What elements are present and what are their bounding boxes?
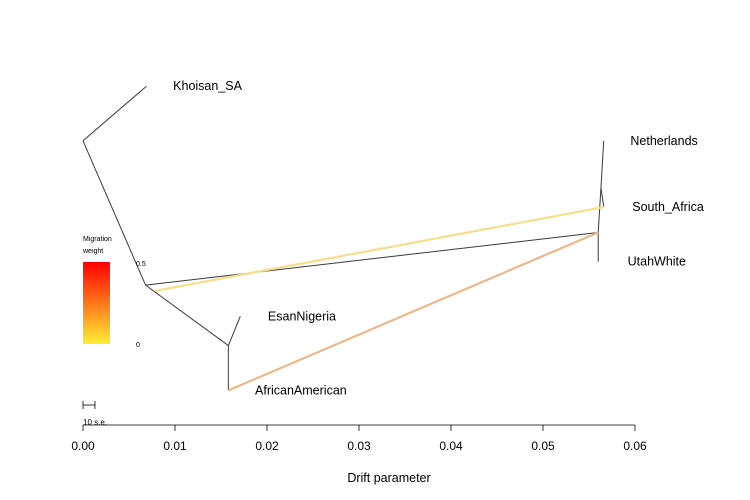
- legend-title-line2: weight: [82, 248, 103, 255]
- x-axis: 0.00 0.01 0.02 0.03 0.04 0.05 0.06 Drift param…: [71, 424, 647, 485]
- taxon-labels: Khoisan_SA EsanNigeria AfricanAmerican Neth…: [173, 79, 704, 397]
- migration-edge-1: [154, 206, 604, 293]
- tree-edge-n_eu-n_sa: [597, 187, 602, 233]
- x-ticks: 0.00 0.01 0.02 0.03 0.04 0.05 0.06: [71, 425, 647, 453]
- migration-edges: [154, 206, 604, 392]
- scale-bar: 10 s.e.: [82, 401, 107, 427]
- tree-edge-root-khoisan: [82, 85, 147, 142]
- x-tick-label: 0.01: [163, 439, 187, 453]
- taxon-label-khoisan: Khoisan_SA: [173, 79, 242, 93]
- scale-bar-label: 10 s.e.: [83, 418, 107, 427]
- taxon-label-utah: UtahWhite: [628, 255, 686, 269]
- legend-min-label: 0: [136, 342, 140, 349]
- tree-edge-n_main-n_eu: [145, 231, 599, 286]
- tree-edges: [82, 85, 605, 391]
- migration-edge-2: [227, 231, 599, 392]
- migration-weight-legend: Migration weight 0.5 0: [82, 236, 146, 349]
- x-tick-label: 0.03: [347, 439, 371, 453]
- x-tick-label: 0.00: [71, 439, 95, 453]
- tree-edge-n_main-n_aa: [145, 284, 229, 346]
- tree-edge-n_sa-saf: [600, 187, 605, 208]
- x-axis-title: Drift parameter: [347, 471, 430, 485]
- legend-title-line1: Migration: [83, 236, 112, 243]
- legend-max-label: 0.5: [136, 261, 146, 268]
- taxon-label-saf: South_Africa: [632, 200, 704, 214]
- x-tick-label: 0.06: [623, 439, 647, 453]
- tree-edge-root-n_main: [82, 140, 147, 286]
- x-tick-label: 0.05: [531, 439, 555, 453]
- taxon-label-esan: EsanNigeria: [268, 309, 336, 323]
- x-tick-label: 0.02: [255, 439, 279, 453]
- taxon-label-aa: AfricanAmerican: [255, 383, 347, 397]
- tree-edge-n_sa-nl: [600, 140, 605, 188]
- legend-color-bar: [83, 262, 110, 344]
- tree-edge-n_aa-esan: [227, 316, 241, 346]
- taxon-label-nl: Netherlands: [630, 134, 697, 148]
- x-tick-label: 0.04: [439, 439, 463, 453]
